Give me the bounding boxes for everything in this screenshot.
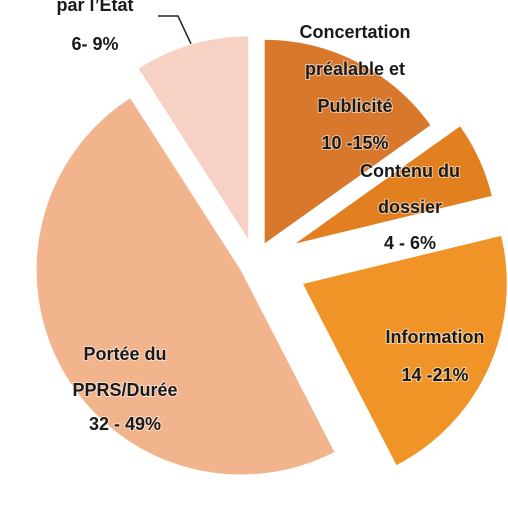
leader-line	[158, 15, 193, 47]
label-line: PPRS/Durée	[72, 380, 177, 400]
pie-slice	[292, 124, 494, 246]
label-line: par l’Etat	[56, 0, 133, 15]
label-line: Contenu du	[360, 161, 460, 181]
slice-label: par l’Etat	[56, 0, 133, 15]
value-label: 14 -21%	[401, 365, 468, 385]
label-line: dossier	[378, 197, 442, 217]
value-label: 4 - 6%	[384, 233, 436, 253]
label-line: préalable et	[305, 59, 405, 79]
label-line: Portée du	[83, 344, 166, 364]
slice-label: Concertation préalable et Publicité	[299, 22, 410, 116]
label-line: Publicité	[317, 96, 392, 116]
pie-slice	[263, 38, 432, 246]
value-label: 32 - 49%	[89, 414, 161, 434]
pie-slice	[301, 234, 508, 467]
pie-slice	[137, 35, 250, 243]
slice-label: Portée du PPRS/Durée	[72, 344, 177, 400]
slice-label: Information	[386, 327, 485, 347]
label-line: Information	[386, 327, 485, 347]
value-label: 6- 9%	[71, 34, 118, 54]
label-line: Concertation	[299, 22, 410, 42]
slice-label: Contenu du dossier	[360, 161, 460, 217]
pie-slice	[35, 96, 336, 476]
value-label: 10 -15%	[321, 133, 388, 153]
